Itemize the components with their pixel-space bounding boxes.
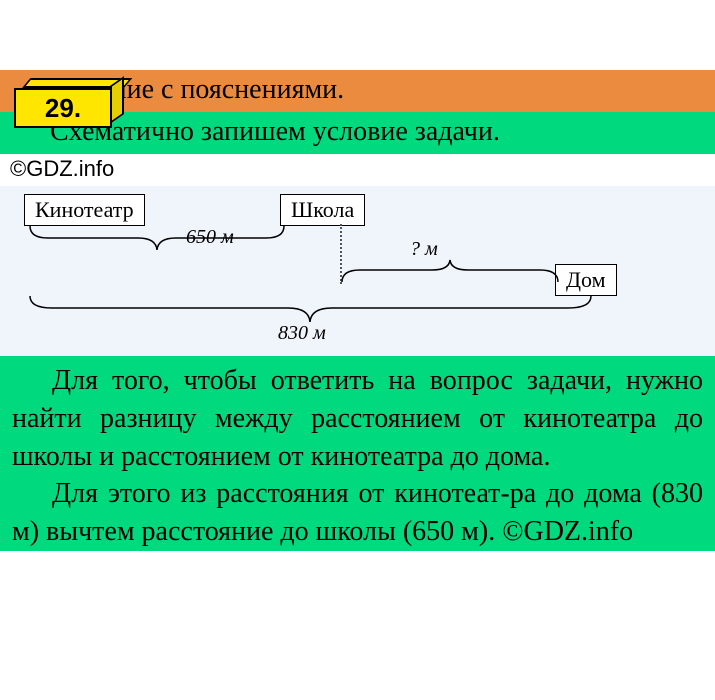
- box-home: Дом: [555, 264, 617, 296]
- problem-number-badge: 29.: [14, 78, 124, 128]
- paragraph-1: Для того, чтобы ответить на вопрос задач…: [12, 362, 703, 475]
- badge-number: 29.: [14, 88, 112, 128]
- label-830: 830 м: [278, 322, 326, 345]
- paragraph-2: Для этого из расстояния от кинотеат-ра д…: [12, 475, 703, 551]
- box-cinema: Кинотеатр: [24, 194, 145, 226]
- content: Решение с пояснениями. Схематично запише…: [0, 70, 715, 551]
- brace-650: [28, 224, 286, 252]
- copyright-text: ©GDZ.info: [0, 154, 715, 186]
- brace-830: [28, 294, 593, 324]
- box-school: Школа: [280, 194, 365, 226]
- distance-diagram: Кинотеатр Школа Дом 650 м ? м 830 м: [0, 186, 715, 356]
- label-650: 650 м: [186, 226, 234, 249]
- label-question: ? м: [410, 238, 438, 261]
- paragraph-block: Для того, чтобы ответить на вопрос задач…: [0, 356, 715, 551]
- brace-question: [340, 258, 560, 284]
